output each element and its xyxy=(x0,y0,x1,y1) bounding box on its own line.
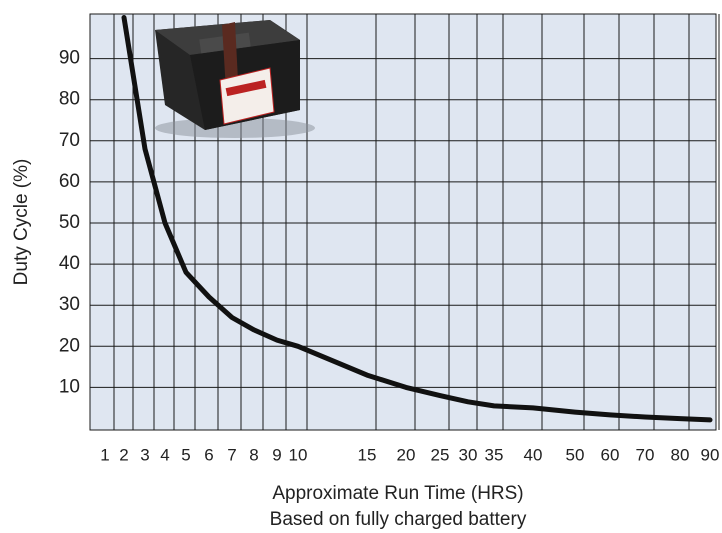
y-tick-label: 50 xyxy=(59,212,80,233)
x-tick-label: 7 xyxy=(227,445,236,464)
x-tick-label: 30 xyxy=(459,445,478,464)
x-tick-label: 1 xyxy=(100,445,109,464)
y-tick-label: 20 xyxy=(59,335,80,356)
x-tick-label: 35 xyxy=(485,445,504,464)
x-tick-label: 60 xyxy=(601,445,620,464)
y-tick-label: 30 xyxy=(59,294,80,315)
x-tick-label: 3 xyxy=(140,445,149,464)
x-axis-title: Approximate Run Time (HRS) xyxy=(272,483,523,504)
x-tick-label: 5 xyxy=(181,445,190,464)
x-tick-label: 40 xyxy=(524,445,543,464)
x-tick-label: 6 xyxy=(204,445,213,464)
x-tick-label: 50 xyxy=(566,445,585,464)
x-axis-subtitle: Based on fully charged battery xyxy=(270,509,527,530)
chart: Duty Cycle (%) Approximate Run Time (HRS… xyxy=(0,0,722,533)
x-tick-label: 90 xyxy=(701,445,720,464)
y-tick-label: 70 xyxy=(59,130,80,151)
y-tick-label: 80 xyxy=(59,89,80,110)
y-axis-title: Duty Cycle (%) xyxy=(11,159,32,286)
x-tick-label: 70 xyxy=(636,445,655,464)
x-tick-label: 25 xyxy=(431,445,450,464)
y-tick-label: 10 xyxy=(59,376,80,397)
x-tick-label: 8 xyxy=(249,445,258,464)
y-tick-label: 40 xyxy=(59,253,80,274)
x-tick-label: 10 xyxy=(289,445,308,464)
x-tick-label: 2 xyxy=(119,445,128,464)
x-tick-label: 80 xyxy=(671,445,690,464)
y-tick-label: 60 xyxy=(59,171,80,192)
x-tick-label: 4 xyxy=(160,445,169,464)
x-tick-label: 20 xyxy=(397,445,416,464)
x-tick-label: 9 xyxy=(272,445,281,464)
y-tick-label: 90 xyxy=(59,48,80,69)
x-tick-label: 15 xyxy=(358,445,377,464)
